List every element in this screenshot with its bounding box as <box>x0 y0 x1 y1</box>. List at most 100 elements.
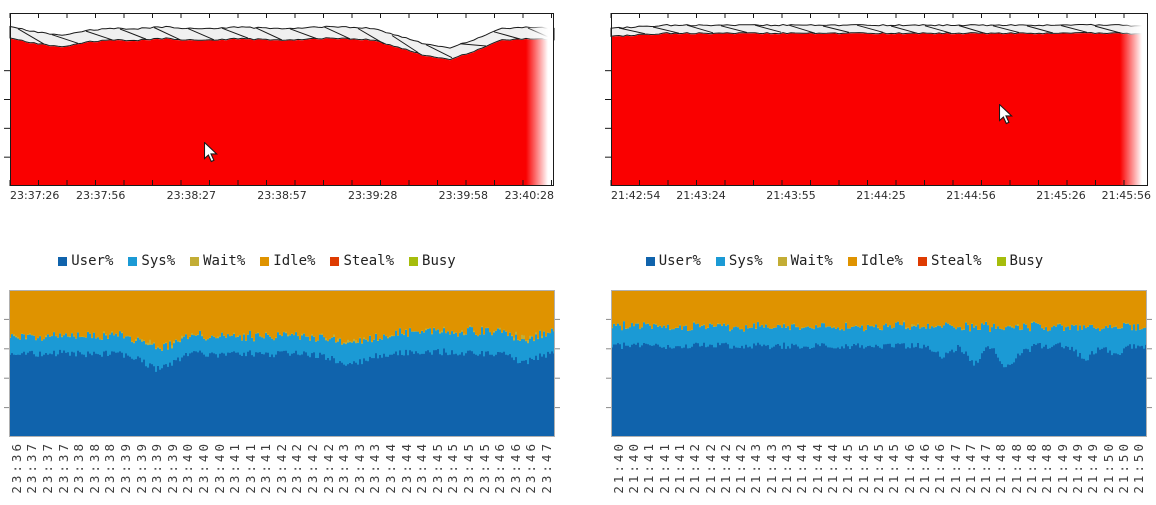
time-tick-label: 21:44:25 <box>856 189 906 202</box>
legend-label: Busy <box>1009 253 1044 269</box>
time-label: 21:49 <box>1054 441 1070 494</box>
time-label: 23:38 <box>86 441 102 494</box>
stacked-area-plot-left <box>4 290 560 437</box>
legend-swatch-icon <box>645 256 655 266</box>
time-label: 23:44 <box>398 441 414 494</box>
legend-item-steal: Steal% <box>917 253 982 269</box>
time-label-cell: 21:44 <box>825 439 840 503</box>
legend-item-busy: Busy <box>996 253 1044 269</box>
time-tick-label: 23:38:27 <box>166 189 217 202</box>
time-label-cell: 23:37 <box>55 439 72 503</box>
time-label-cell: 21:43 <box>764 439 779 503</box>
time-label-cell: 23:39 <box>164 439 181 503</box>
time-label: 23:46 <box>491 441 507 494</box>
legend-swatch-icon <box>409 256 419 266</box>
time-label-cell: 23:41 <box>242 439 259 503</box>
time-label: 23:43 <box>351 441 367 494</box>
time-label: 23:41 <box>226 441 242 494</box>
time-label: 23:40 <box>195 441 211 494</box>
legend-swatch-icon <box>847 256 857 266</box>
time-label: 21:46 <box>931 441 947 494</box>
time-label: 21:50 <box>1115 441 1131 494</box>
time-label: 21:41 <box>671 441 687 494</box>
time-label: 21:48 <box>1008 441 1024 494</box>
time-tick-label: 23:39:58 <box>438 189 489 202</box>
legend-label: User% <box>71 253 114 269</box>
time-label-cell: 21:42 <box>718 439 733 503</box>
time-label: 21:40 <box>625 441 641 494</box>
time-tick-label: 23:37:56 <box>75 189 126 202</box>
time-label-cell: 23:42 <box>274 439 290 503</box>
time-label: 23:36 <box>8 441 24 494</box>
time-tick-label: 21:45:26 <box>1036 189 1086 202</box>
legend-item-busy: Busy <box>409 253 456 269</box>
time-axis-right: 21:42:54 21:43:24 21:43:55 21:44:25 21:44:56… <box>611 189 1151 204</box>
time-tick-label: 21:45:56 <box>1101 189 1151 202</box>
time-label-cell: 21:49 <box>1054 439 1070 503</box>
time-label-cell: 23:46 <box>492 439 508 503</box>
time-label-cell: 21:42 <box>702 439 718 503</box>
time-label-cell: 21:41 <box>672 439 687 503</box>
time-label-cell: 21:42 <box>733 439 749 503</box>
time-label: 21:47 <box>977 441 993 494</box>
time-label: 23:41 <box>258 441 274 494</box>
time-label-cell: 21:46 <box>931 439 948 503</box>
time-label: 23:42 <box>320 441 336 494</box>
legend-swatch-icon <box>330 256 340 266</box>
time-tick-label: 21:43:24 <box>676 189 726 202</box>
time-label-cell: 21:50 <box>1131 439 1147 503</box>
time-label: 23:42 <box>289 441 305 494</box>
time-label-cell: 23:38 <box>71 439 87 503</box>
time-label: 21:46 <box>916 441 932 494</box>
legend-item-idle: Idle% <box>260 253 315 269</box>
time-label: 21:40 <box>610 441 626 494</box>
time-label-cell: 23:38 <box>87 439 103 503</box>
time-label-cell: 21:42 <box>687 439 703 503</box>
time-tick-label: 23:38:57 <box>257 189 307 202</box>
time-label: 23:38 <box>70 441 86 494</box>
legend-label: User% <box>658 253 701 269</box>
legend-label: Sys% <box>141 253 176 269</box>
time-label: 21:45 <box>840 441 856 494</box>
time-label: 21:49 <box>1085 441 1101 494</box>
time-label: 21:42 <box>702 441 718 494</box>
time-label: 21:45 <box>870 441 886 494</box>
time-label: 21:48 <box>1039 441 1055 494</box>
time-label: 23:43 <box>336 441 352 494</box>
time-label-cell: 23:39 <box>133 439 150 503</box>
time-label: 21:47 <box>962 441 978 494</box>
time-label-cell: 21:47 <box>977 439 994 503</box>
legend-item-wait: Wait% <box>190 253 245 269</box>
time-label-cell: 23:40 <box>211 439 228 503</box>
legend-item-steal: Steal% <box>330 253 394 269</box>
legend-item-wait: Wait% <box>777 253 833 269</box>
time-label-cell: 23:44 <box>414 439 430 503</box>
time-label-cell: 21:45 <box>871 439 886 503</box>
time-axis-left: 23:37:26 23:37:56 23:38:27 23:38:57 23:39:28… <box>10 189 554 204</box>
time-label: 23:37 <box>39 441 55 494</box>
time-label: 23:47 <box>538 441 554 494</box>
time-label: 21:42 <box>717 441 733 494</box>
time-label-cell: 21:44 <box>809 439 825 503</box>
time-label: 23:39 <box>133 441 149 494</box>
time-label-cell: 21:47 <box>963 439 978 503</box>
legend-swatch-icon <box>715 256 725 266</box>
time-label: 21:45 <box>855 441 871 494</box>
legend-swatch-icon <box>128 256 138 266</box>
time-label-cell: 21:40 <box>610 439 626 503</box>
time-label: 21:43 <box>778 441 794 494</box>
legend-swatch-icon <box>777 256 787 266</box>
time-label: 23:45 <box>476 441 492 494</box>
time-label-cell: 23:40 <box>196 439 212 503</box>
time-label-cell: 23:39 <box>118 439 134 503</box>
legend-swatch-icon <box>917 256 927 266</box>
time-labels-right: 21:40 21:40 21:41 21:41 21:41 21:42 21:42 21:42… <box>610 439 1147 503</box>
legend-label: Sys% <box>728 253 763 269</box>
time-label-cell: 21:41 <box>656 439 672 503</box>
time-label: 21:50 <box>1100 441 1116 494</box>
time-label-cell: 23:42 <box>289 439 306 503</box>
time-label-cell: 23:39 <box>149 439 165 503</box>
time-label: 23:40 <box>211 441 227 494</box>
time-label: 23:42 <box>304 441 320 494</box>
legend-label: Idle% <box>273 253 316 269</box>
